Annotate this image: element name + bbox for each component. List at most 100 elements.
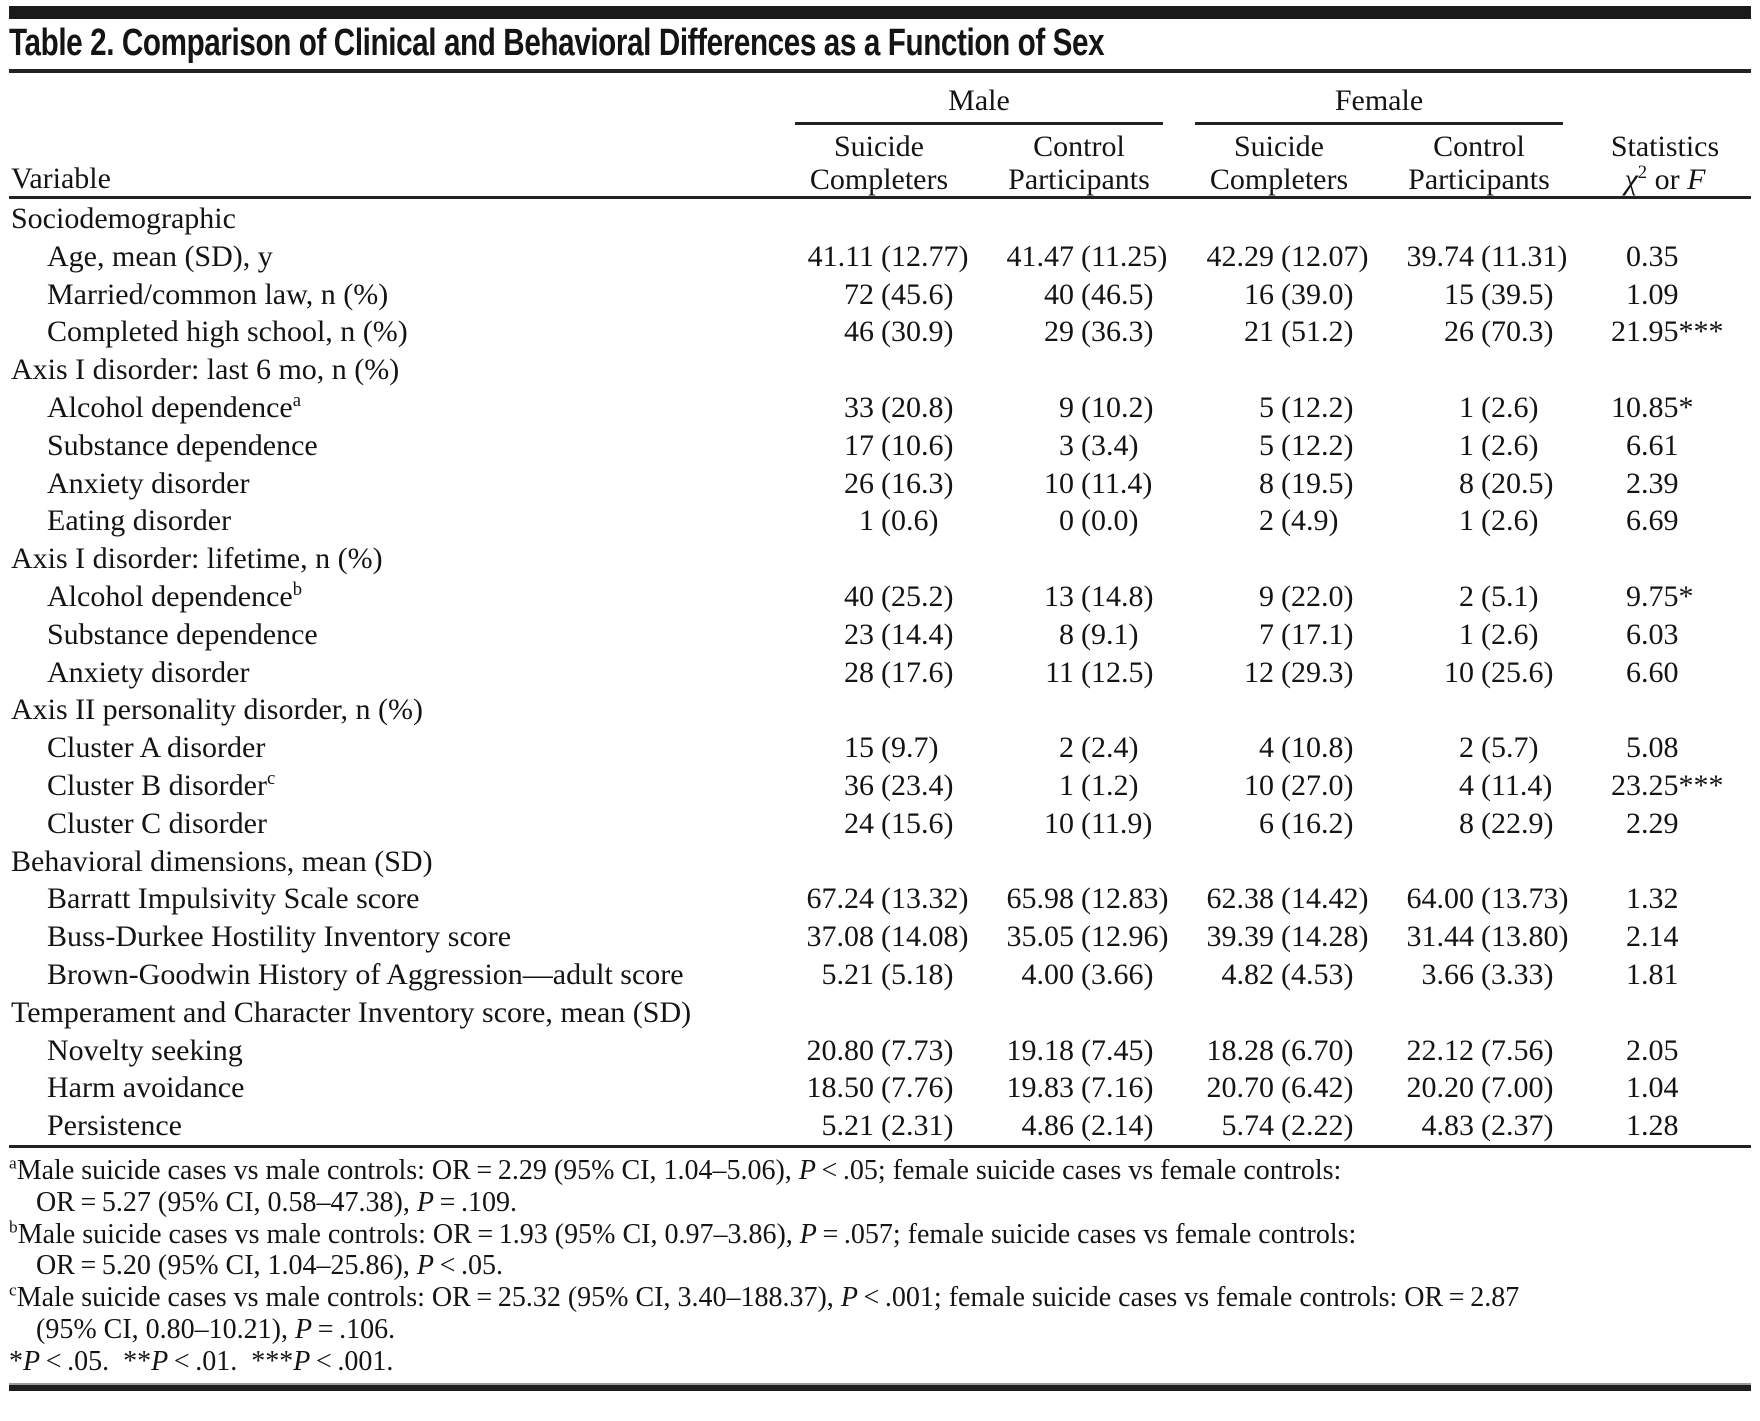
value-paren: (20.8) [881, 390, 954, 424]
stat-cell [1579, 994, 1751, 1032]
table-row: Behavioral dimensions, mean (SD) [9, 843, 1751, 881]
value-paren: (30.9) [881, 315, 954, 349]
data-cell: 28 (17.6) [779, 654, 979, 692]
footnote-line: *P < .05. **P < .01. ***P < .001. [9, 1345, 394, 1377]
paper-table-page: Table 2. Comparison of Clinical and Beha… [0, 6, 1760, 1391]
row-label: Anxiety disorder [47, 466, 250, 500]
value-n: 20.70 [1206, 1071, 1275, 1105]
data-cell: 9 (22.0) [1179, 578, 1379, 616]
value-paren: (12.96) [1081, 920, 1169, 954]
data-cell: 41.47 (11.25) [979, 238, 1179, 276]
row-label: Age, mean (SD), y [47, 239, 273, 273]
data-cell: 8 (22.9) [1379, 805, 1579, 843]
value-paren: (39.0) [1281, 277, 1354, 311]
data-cell: 20.80 (7.73) [779, 1032, 979, 1070]
value-n: 26 [1444, 315, 1474, 349]
value-n: 19.18 [1006, 1033, 1075, 1067]
data-cell [979, 351, 1179, 389]
data-cell: 5 (12.2) [1179, 427, 1379, 465]
value-n: 41.47 [1006, 239, 1075, 273]
value-paren: (0.6) [881, 504, 939, 538]
table-row: Married/common law, n (%) 72 (45.6) 40 (46.5… [9, 276, 1751, 314]
table-row: Novelty seeking 20.80 (7.73) 19.18 (7.45) 18.… [9, 1032, 1751, 1070]
row-label: Persistence [47, 1109, 182, 1143]
stat-int: 1 [1626, 277, 1641, 311]
value-n: 22.12 [1406, 1033, 1475, 1067]
male-suicide-completers-header: Suicide Completers [809, 130, 949, 196]
data-cell: 4.83 (2.37) [1379, 1107, 1579, 1145]
data-cell: 26 (16.3) [779, 465, 979, 503]
stat-int: 21 [1611, 315, 1641, 349]
data-cell: 41.11 (12.77) [779, 238, 979, 276]
stat-int: 6 [1626, 655, 1641, 689]
value-paren: (14.42) [1281, 882, 1369, 916]
row-label: Barratt Impulsivity Scale score [47, 882, 420, 916]
data-cell: 5 (12.2) [1179, 389, 1379, 427]
value-n: 65.98 [1006, 882, 1075, 916]
value-paren: (12.2) [1281, 428, 1354, 462]
value-paren: (11.25) [1081, 239, 1168, 273]
table-row: Axis II personality disorder, n (%) [9, 691, 1751, 729]
data-cell [979, 843, 1179, 881]
value-paren: (23.4) [881, 768, 954, 802]
stat-int: 2 [1626, 1033, 1641, 1067]
data-cell: 40 (46.5) [979, 276, 1179, 314]
data-cell: 22.12 (7.56) [1379, 1032, 1579, 1070]
value-n: 8 [1259, 466, 1274, 500]
table-row: Barratt Impulsivity Scale score 67.24 (13.… [9, 880, 1751, 918]
section-label: Behavioral dimensions, mean (SD) [11, 844, 433, 878]
stat-frac: .08 [1641, 731, 1679, 765]
data-cell [979, 994, 1179, 1032]
table-row: Cluster A disorder 15 (9.7) 2 (2.4) 4 (10.8) 2(… [9, 729, 1751, 767]
male-group-header: Male [795, 79, 1163, 125]
value-paren: (9.1) [1081, 617, 1139, 651]
data-cell [1379, 200, 1579, 238]
stat-cell [1579, 200, 1751, 238]
value-paren: (7.16) [1081, 1071, 1154, 1105]
data-cell: 8 (19.5) [1179, 465, 1379, 503]
data-cell: 4.00 (3.66) [979, 956, 1179, 994]
value-paren: (2.4) [1081, 731, 1139, 765]
data-cell: 2 (2.4) [979, 729, 1179, 767]
data-cell: 10 (11.9) [979, 805, 1179, 843]
data-cell [1379, 691, 1579, 729]
value-paren: (11.9) [1081, 806, 1153, 840]
value-paren: (14.28) [1281, 920, 1369, 954]
value-n: 67.24 [806, 882, 875, 916]
data-cell: 1 (0.6) [779, 502, 979, 540]
footnote-line: OR = 5.27 (95% CI, 0.58–47.38), P = .109… [36, 1186, 517, 1218]
value-n: 5.21 [821, 1109, 875, 1143]
stat-int: 1 [1626, 957, 1641, 991]
footnotes: aMale suicide cases vs male controls: OR… [9, 1148, 1751, 1378]
data-cell: 26 (70.3) [1379, 313, 1579, 351]
data-cell: 3.66 (3.33) [1379, 956, 1579, 994]
table-row: Axis I disorder: last 6 mo, n (%) [9, 351, 1751, 389]
data-cell [1379, 843, 1579, 881]
value-n: 5 [1259, 428, 1274, 462]
value-paren: (3.33) [1481, 957, 1554, 991]
value-paren: (0.0) [1081, 504, 1139, 538]
data-cell: 62.38 (14.42) [1179, 880, 1379, 918]
value-paren: (45.6) [881, 277, 954, 311]
row-label: Alcohol dependencea [47, 389, 301, 424]
table-row: Eating disorder 1 (0.6) 0 (0.0) 2 (4.9) 1 (2.6) 6… [9, 502, 1751, 540]
value-paren: (11.4) [1081, 466, 1153, 500]
value-paren: (16.2) [1281, 806, 1354, 840]
data-cell: 5.21 (2.31) [779, 1107, 979, 1145]
stat-frac: .05 [1641, 1033, 1679, 1067]
value-n: 1 [1059, 768, 1074, 802]
data-cell: 39.39 (14.28) [1179, 918, 1379, 956]
value-n: 4.82 [1221, 957, 1275, 991]
data-cell: 4.86 (2.14) [979, 1107, 1179, 1145]
stat-cell: 6.60 [1579, 654, 1751, 692]
footnote-line: aMale suicide cases vs male controls: OR… [9, 1153, 1342, 1186]
stat-cell: 0.35 [1579, 238, 1751, 276]
value-n: 29 [1044, 315, 1074, 349]
data-cell [1179, 540, 1379, 578]
data-cell [779, 691, 979, 729]
section-label: Temperament and Character Inventory scor… [11, 995, 692, 1029]
value-n: 40 [844, 579, 874, 613]
female-group-header: Female [1195, 79, 1563, 125]
data-cell: 19.18 (7.45) [979, 1032, 1179, 1070]
stat-frac: .28 [1641, 1109, 1679, 1143]
